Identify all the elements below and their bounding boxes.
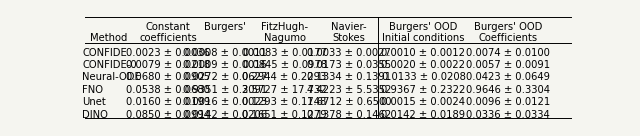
- Text: 0.0142 ± 0.0189: 0.0142 ± 0.0189: [381, 109, 465, 120]
- Text: 0.0016 ± 0.0023: 0.0016 ± 0.0023: [183, 97, 267, 107]
- Text: 0.0008 ± 0.0011: 0.0008 ± 0.0011: [183, 48, 267, 58]
- Text: Unet: Unet: [83, 97, 106, 107]
- Text: Navier-
Stokes: Navier- Stokes: [332, 21, 367, 43]
- Text: DINO: DINO: [83, 109, 108, 120]
- Text: 0.0850 ± 0.0994: 0.0850 ± 0.0994: [126, 109, 210, 120]
- Text: Neural-ODE: Neural-ODE: [83, 72, 141, 82]
- Text: CONFIDE-0: CONFIDE-0: [83, 60, 137, 70]
- Text: 0.0423 ± 0.0649: 0.0423 ± 0.0649: [466, 72, 550, 82]
- Text: 0.0272 ± 0.0627: 0.0272 ± 0.0627: [183, 72, 268, 82]
- Text: 0.0142 ± 0.0206: 0.0142 ± 0.0206: [183, 109, 267, 120]
- Text: 4.4223 ± 5.5352: 4.4223 ± 5.5352: [307, 85, 391, 95]
- Text: 0.1651 ± 0.1279: 0.1651 ± 0.1279: [243, 109, 327, 120]
- Text: Method: Method: [90, 33, 127, 43]
- Text: 0.0173 ± 0.0355: 0.0173 ± 0.0355: [307, 60, 391, 70]
- Text: 0.1334 ± 0.1391: 0.1334 ± 0.1391: [307, 72, 391, 82]
- Text: Burgers': Burgers': [204, 21, 246, 32]
- Text: 0.1293 ± 0.1748: 0.1293 ± 0.1748: [243, 97, 327, 107]
- Text: 0.0083 ± 0.0177: 0.0083 ± 0.0177: [243, 48, 326, 58]
- Text: 1.6712 ± 0.6500: 1.6712 ± 0.6500: [307, 97, 391, 107]
- Text: 0.9351 ± 0.3091: 0.9351 ± 0.3091: [183, 85, 268, 95]
- Text: 0.9367 ± 0.2322: 0.9367 ± 0.2322: [381, 85, 466, 95]
- Text: 0.0845 ± 0.0978: 0.0845 ± 0.0978: [243, 60, 326, 70]
- Text: 0.0336 ± 0.0334: 0.0336 ± 0.0334: [466, 109, 550, 120]
- Text: 0.0015 ± 0.0024: 0.0015 ± 0.0024: [381, 97, 465, 107]
- Text: 0.0538 ± 0.0680: 0.0538 ± 0.0680: [126, 85, 210, 95]
- Text: 0.1378 ± 0.1462: 0.1378 ± 0.1462: [307, 109, 391, 120]
- Text: 2.5727 ± 17.732: 2.5727 ± 17.732: [242, 85, 327, 95]
- Text: 0.0033 ± 0.0027: 0.0033 ± 0.0027: [307, 48, 391, 58]
- Text: 0.0020 ± 0.0022: 0.0020 ± 0.0022: [381, 60, 465, 70]
- Text: 0.0074 ± 0.0100: 0.0074 ± 0.0100: [466, 48, 550, 58]
- Text: Burgers' OOD
Initial conditions: Burgers' OOD Initial conditions: [382, 21, 465, 43]
- Text: Constant
coefficients: Constant coefficients: [139, 21, 197, 43]
- Text: 0.2944 ± 0.2293: 0.2944 ± 0.2293: [243, 72, 327, 82]
- Text: 0.0680 ± 0.0905: 0.0680 ± 0.0905: [126, 72, 210, 82]
- Text: 0.0009 ± 0.0016: 0.0009 ± 0.0016: [183, 60, 267, 70]
- Text: 0.0160 ± 0.0199: 0.0160 ± 0.0199: [126, 97, 210, 107]
- Text: CONFIDE: CONFIDE: [83, 48, 127, 58]
- Text: 0.0096 ± 0.0121: 0.0096 ± 0.0121: [466, 97, 550, 107]
- Text: 0.0057 ± 0.0091: 0.0057 ± 0.0091: [466, 60, 550, 70]
- Text: 0.9646 ± 0.3304: 0.9646 ± 0.3304: [466, 85, 550, 95]
- Text: 0.0023 ± 0.0036: 0.0023 ± 0.0036: [126, 48, 210, 58]
- Text: Burgers' OOD
Coefficients: Burgers' OOD Coefficients: [474, 21, 542, 43]
- Text: 0.0010 ± 0.0012: 0.0010 ± 0.0012: [381, 48, 465, 58]
- Text: FitzHugh-
Nagumo: FitzHugh- Nagumo: [261, 21, 308, 43]
- Text: FNO: FNO: [83, 85, 104, 95]
- Text: 0.0133 ± 0.0208: 0.0133 ± 0.0208: [381, 72, 465, 82]
- Text: 0.0079 ± 0.0218: 0.0079 ± 0.0218: [126, 60, 210, 70]
